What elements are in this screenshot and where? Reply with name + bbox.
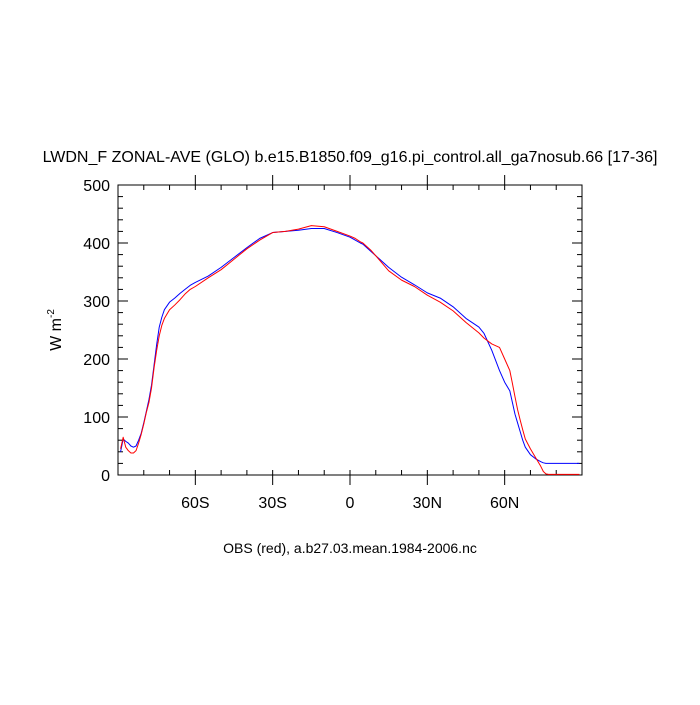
y-tick-label: 100: [83, 410, 110, 427]
y-tick-label: 400: [83, 236, 110, 253]
y-axis-label-exponent: -2: [46, 309, 57, 318]
chart-caption: OBS (red), a.b27.03.mean.1984-2006.nc: [223, 540, 477, 556]
svg-text:W m-2: W m-2: [46, 309, 65, 351]
x-tick-label: 30N: [413, 495, 442, 512]
series-line-obs: [120, 225, 580, 475]
y-axis-label-base: W m: [48, 318, 65, 351]
plot-area: 60S 30S 0 30N 60N 0 100 200 300 400 500: [83, 175, 583, 512]
x-tick-label: 30S: [258, 495, 286, 512]
x-tick-label: 60N: [490, 495, 519, 512]
y-tick-label: 300: [83, 294, 110, 311]
y-axis-label: W m-2: [46, 309, 65, 351]
chart-title: LWDN_F ZONAL-AVE (GLO) b.e15.B1850.f09_g…: [43, 149, 658, 166]
y-tick-label: 0: [101, 468, 110, 485]
x-tick-label: 60S: [181, 495, 209, 512]
y-tick-label: 200: [83, 352, 110, 369]
x-tick-label: 0: [346, 495, 355, 512]
y-tick-label: 500: [83, 178, 110, 195]
series-line-model: [120, 228, 580, 464]
plot-frame: [117, 184, 583, 476]
